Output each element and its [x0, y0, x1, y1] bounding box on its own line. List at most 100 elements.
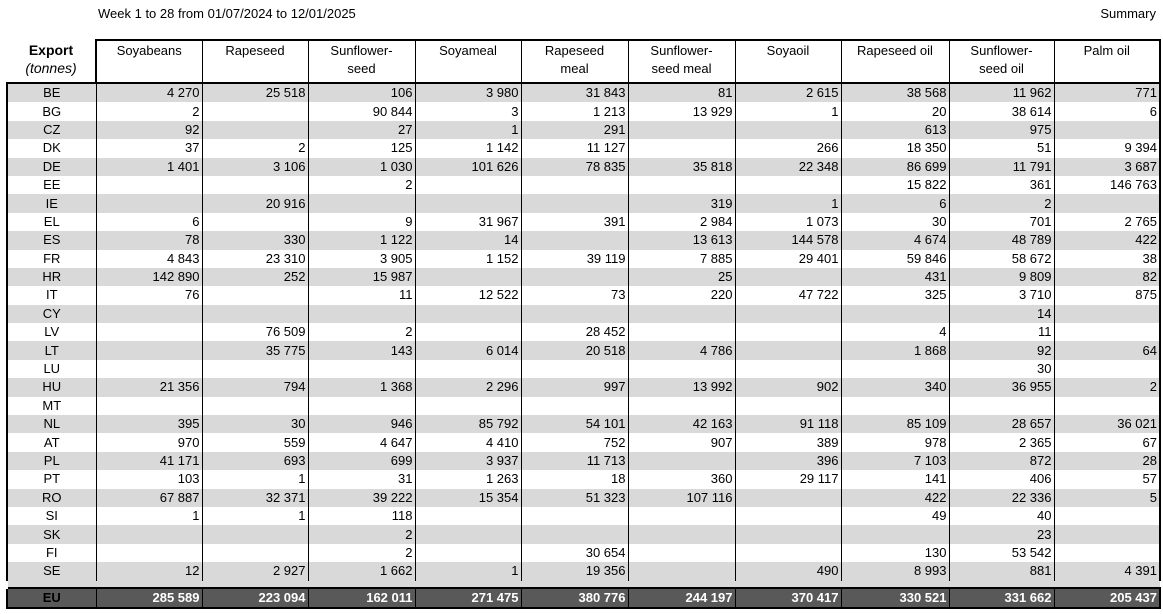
value-cell: 30 654: [520, 543, 628, 563]
value-cell: 701: [948, 212, 1054, 232]
table-row: ES 78 330 1 122 14 13 613 144 578 4 674 48 789 42…: [6, 231, 1161, 250]
value-cell: 15 822: [840, 175, 949, 195]
country-cell: HU: [6, 378, 96, 397]
column-header-line: [738, 60, 839, 78]
value-cell: [627, 304, 735, 324]
value-cell: 2: [307, 525, 415, 544]
value-cell: 28 452: [520, 323, 628, 342]
value-cell: 9: [307, 212, 415, 232]
value-cell: [201, 175, 308, 195]
total-row: EU 285 589 223 094 162 011 271 475 380 776 244…: [6, 586, 1161, 609]
value-cell: [414, 506, 521, 526]
value-cell: [307, 194, 415, 213]
country-cell: LT: [6, 341, 96, 360]
export-table: Export (tonnes) Soyabeans Rapeseed Sunfl…: [6, 39, 1161, 609]
value-cell: 85 109: [840, 415, 949, 434]
value-cell: 4 786: [627, 341, 735, 360]
value-cell: [734, 506, 841, 526]
value-cell: [201, 286, 308, 305]
value-cell: [414, 304, 521, 324]
value-cell: 21 356: [95, 378, 202, 397]
period-subtitle: Week 1 to 28 from 01/07/2024 to 12/01/20…: [98, 6, 356, 21]
value-cell: 331 662: [948, 586, 1054, 609]
column-header-line: meal: [560, 61, 589, 76]
column-header-line: seed: [347, 61, 376, 76]
value-cell: 1 368: [307, 378, 415, 397]
country-cell: PL: [6, 451, 96, 471]
value-cell: 14: [414, 231, 521, 250]
value-cell: [948, 396, 1054, 416]
value-cell: 144 578: [734, 231, 841, 250]
value-cell: [627, 175, 735, 195]
value-cell: 6: [95, 212, 202, 232]
table-row: MT: [6, 396, 1161, 416]
value-cell: [840, 525, 949, 544]
table-row: SE 12 2 927 1 662 1 19 356 490 8 993 881 4 391: [6, 562, 1161, 581]
value-cell: [734, 359, 841, 379]
value-cell: [627, 396, 735, 416]
value-cell: [734, 323, 841, 342]
value-cell: 118: [307, 506, 415, 526]
table-row: HR 142 890 252 15 987 25 431 9 809 82: [6, 267, 1161, 287]
country-cell: BE: [6, 83, 96, 103]
value-cell: [840, 396, 949, 416]
column-header-line: Soyabeans: [116, 43, 182, 58]
value-cell: [520, 175, 628, 195]
value-cell: 1 213: [520, 102, 628, 121]
value-cell: 38 568: [840, 83, 949, 103]
table-row: LT 35 775 143 6 014 20 518 4 786 1 868 92 64: [6, 341, 1161, 360]
country-cell: EE: [6, 175, 96, 195]
country-cell: CZ: [6, 120, 96, 140]
country-cell: SI: [6, 506, 96, 526]
value-cell: 73: [520, 286, 628, 305]
value-cell: 881: [948, 562, 1054, 581]
country-cell: DE: [6, 157, 96, 176]
value-cell: [307, 304, 415, 324]
value-cell: [201, 120, 308, 140]
column-header: Soyaoil: [734, 39, 841, 83]
value-cell: 4 674: [840, 231, 949, 250]
value-cell: [201, 396, 308, 416]
country-cell: FR: [6, 249, 96, 268]
value-cell: 1: [201, 470, 308, 489]
table-row: SK 2 23: [6, 525, 1161, 544]
value-cell: 340: [840, 378, 949, 397]
value-cell: 48 789: [948, 231, 1054, 250]
country-cell: IT: [6, 286, 96, 305]
value-cell: 699: [307, 451, 415, 471]
value-cell: 5: [1053, 488, 1161, 507]
value-cell: 106: [307, 83, 415, 103]
value-cell: 1: [414, 562, 521, 581]
value-cell: 90 844: [307, 102, 415, 121]
value-cell: [734, 120, 841, 140]
value-cell: 4: [840, 323, 949, 342]
value-cell: [520, 359, 628, 379]
value-cell: 4 270: [95, 83, 202, 103]
value-cell: 205 437: [1053, 586, 1161, 609]
value-cell: 30: [840, 212, 949, 232]
value-cell: [414, 194, 521, 213]
value-cell: [627, 562, 735, 581]
table-row: IE 20 916 319 1 6 2: [6, 194, 1161, 213]
value-cell: 28: [1053, 451, 1161, 471]
value-cell: 1 073: [734, 212, 841, 232]
value-cell: 431: [840, 267, 949, 287]
table-row: DE 1 401 3 106 1 030 101 626 78 835 35 818 22 3…: [6, 157, 1161, 176]
value-cell: 395: [95, 415, 202, 434]
country-cell: CY: [6, 304, 96, 324]
value-cell: 391: [520, 212, 628, 232]
value-cell: 29 401: [734, 249, 841, 268]
value-cell: [520, 525, 628, 544]
value-cell: 9 394: [1053, 139, 1161, 158]
country-cell: FI: [6, 543, 96, 563]
value-cell: 92: [948, 341, 1054, 360]
value-cell: 142 890: [95, 267, 202, 287]
value-cell: 380 776: [520, 586, 628, 609]
value-cell: 20 518: [520, 341, 628, 360]
value-cell: 22 348: [734, 157, 841, 176]
value-cell: 1 263: [414, 470, 521, 489]
column-header: Sunflower-seed meal: [627, 39, 735, 83]
value-cell: 2: [1053, 378, 1161, 397]
column-header: Sunflower-seed oil: [948, 39, 1054, 83]
